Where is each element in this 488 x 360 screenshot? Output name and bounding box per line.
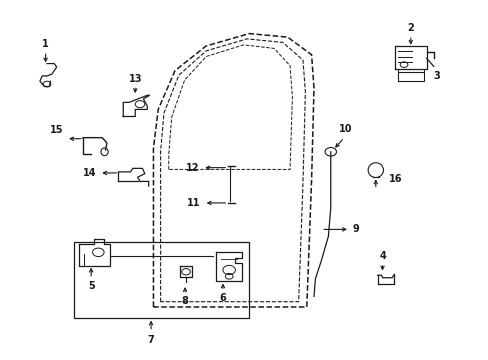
Text: 11: 11 — [186, 198, 200, 208]
Text: 8: 8 — [181, 296, 188, 306]
Text: 14: 14 — [82, 168, 96, 178]
Text: 9: 9 — [352, 224, 359, 234]
Text: 3: 3 — [433, 71, 440, 81]
Text: 6: 6 — [219, 293, 226, 303]
Text: 15: 15 — [50, 125, 64, 135]
Bar — [74, 242, 249, 318]
Text: 2: 2 — [407, 23, 413, 33]
Text: 10: 10 — [339, 124, 352, 134]
Text: 12: 12 — [185, 163, 199, 173]
Text: 16: 16 — [388, 174, 402, 184]
Text: 1: 1 — [42, 40, 49, 49]
Text: 7: 7 — [147, 334, 154, 345]
Text: 5: 5 — [87, 280, 94, 291]
Text: 4: 4 — [378, 251, 385, 261]
Text: 13: 13 — [128, 74, 142, 84]
